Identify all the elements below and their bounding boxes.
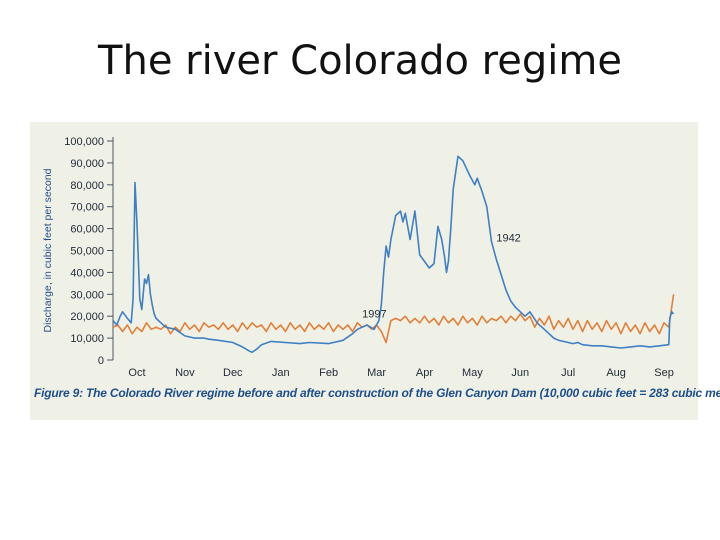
- series-label-1997: 1997: [362, 308, 386, 320]
- x-tick-label: Dec: [223, 367, 243, 379]
- x-tick-label: Aug: [606, 367, 626, 379]
- x-tick-label: Feb: [319, 367, 338, 379]
- x-tick-label: Mar: [367, 367, 386, 379]
- figure-panel: Discharge, in cubic feet per second 0 10,0…: [30, 122, 698, 420]
- y-tick-label: 100,000: [64, 136, 104, 148]
- discharge-chart: Discharge, in cubic feet per second 0 10,0…: [42, 136, 675, 379]
- y-axis-title: Discharge, in cubic feet per second: [42, 168, 54, 332]
- x-tick-label: Jul: [561, 367, 575, 379]
- y-tick-label: 60,000: [70, 224, 104, 236]
- y-tick-label: 20,000: [70, 311, 104, 323]
- slide-title: The river Colorado regime: [98, 38, 622, 84]
- y-tick-label: 0: [98, 355, 104, 367]
- figure-caption: Figure 9: The Colorado River regime befo…: [34, 386, 720, 400]
- y-tick-label: 10,000: [70, 333, 104, 345]
- series-line-1942: [112, 155, 675, 354]
- y-tick-label: 30,000: [70, 289, 104, 301]
- x-tick-label: Sep: [654, 367, 674, 379]
- x-tick-label: Apr: [416, 367, 433, 379]
- x-tick-label: Jun: [511, 367, 529, 379]
- series-line-1997: [112, 294, 675, 344]
- x-tick-label: Jan: [272, 367, 290, 379]
- x-tick-label: Oct: [128, 367, 145, 379]
- x-tick-label: Nov: [175, 367, 195, 379]
- y-tick-label: 90,000: [70, 158, 104, 170]
- y-tick-label: 50,000: [70, 246, 104, 258]
- y-tick-label: 70,000: [70, 202, 104, 214]
- series-label-1942: 1942: [496, 233, 520, 245]
- x-tick-label: May: [462, 367, 483, 379]
- y-tick-label: 40,000: [70, 267, 104, 279]
- y-tick-label: 80,000: [70, 180, 104, 192]
